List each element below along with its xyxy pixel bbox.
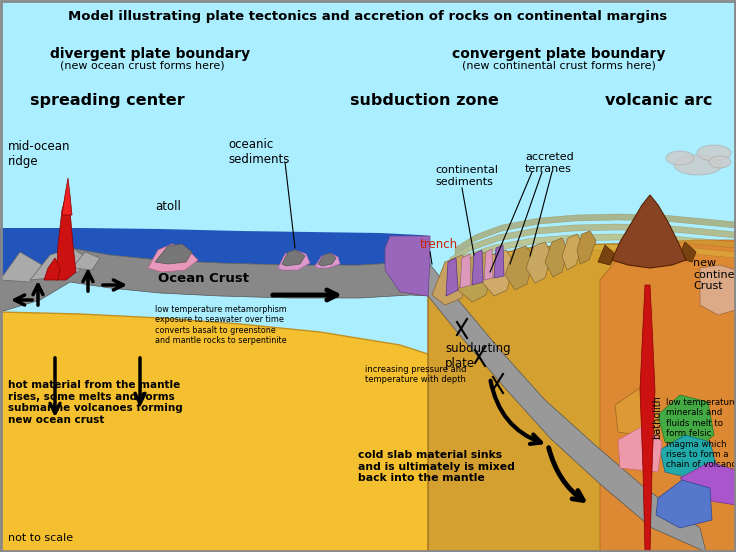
Polygon shape <box>600 240 736 552</box>
Ellipse shape <box>697 145 731 161</box>
Text: Model illustrating plate tectonics and accretion of rocks on continental margins: Model illustrating plate tectonics and a… <box>68 10 668 23</box>
Polygon shape <box>30 248 88 280</box>
Polygon shape <box>455 214 736 254</box>
Text: divergent plate boundary: divergent plate boundary <box>50 47 250 61</box>
Polygon shape <box>72 252 100 270</box>
Polygon shape <box>445 234 736 274</box>
Text: atoll: atoll <box>155 200 181 213</box>
Text: accreted
terranes: accreted terranes <box>525 152 574 173</box>
Polygon shape <box>526 242 552 283</box>
Polygon shape <box>0 312 736 552</box>
Text: new
continental
Crust: new continental Crust <box>693 258 736 291</box>
Polygon shape <box>318 253 336 266</box>
Polygon shape <box>458 252 494 302</box>
Text: trench: trench <box>420 238 458 251</box>
Polygon shape <box>450 224 736 264</box>
Polygon shape <box>505 246 534 290</box>
Polygon shape <box>460 254 471 288</box>
Text: cold slab material sinks
and is ultimately is mixed
back into the mantle: cold slab material sinks and is ultimate… <box>358 450 515 483</box>
Text: volcanic arc: volcanic arc <box>605 93 712 108</box>
Text: Ocean Crust: Ocean Crust <box>158 272 249 285</box>
Polygon shape <box>0 228 430 280</box>
Polygon shape <box>656 480 712 528</box>
Text: convergent plate boundary: convergent plate boundary <box>452 47 665 61</box>
Text: not to scale: not to scale <box>8 533 73 543</box>
Polygon shape <box>148 244 198 272</box>
Polygon shape <box>282 250 305 266</box>
Polygon shape <box>428 262 706 552</box>
Polygon shape <box>680 462 736 505</box>
Polygon shape <box>44 258 60 280</box>
Polygon shape <box>0 252 42 282</box>
Polygon shape <box>440 244 736 284</box>
Text: continental
sediments: continental sediments <box>435 165 498 187</box>
Polygon shape <box>700 265 736 315</box>
Polygon shape <box>56 195 76 280</box>
Text: low temperature
minerals and
fluids melt to
form felsic
magma which
rises to for: low temperature minerals and fluids melt… <box>666 398 736 469</box>
Polygon shape <box>615 388 660 438</box>
Text: subducting
plate: subducting plate <box>445 342 511 370</box>
Polygon shape <box>494 245 504 278</box>
Text: subduction zone: subduction zone <box>350 93 499 108</box>
Text: spreading center: spreading center <box>30 93 185 108</box>
Polygon shape <box>577 231 596 264</box>
Polygon shape <box>446 258 458 296</box>
Polygon shape <box>0 248 430 312</box>
Polygon shape <box>678 242 696 262</box>
Polygon shape <box>62 178 72 215</box>
Polygon shape <box>618 425 662 472</box>
Polygon shape <box>484 249 493 280</box>
Polygon shape <box>658 395 714 450</box>
Polygon shape <box>155 244 192 264</box>
Text: low temperature metamorphism
exposure to seawater over time
converts basalt to g: low temperature metamorphism exposure to… <box>155 305 287 345</box>
Polygon shape <box>660 435 718 480</box>
Text: increasing pressure and
temperature with depth: increasing pressure and temperature with… <box>365 365 467 384</box>
Polygon shape <box>482 250 514 296</box>
Polygon shape <box>598 245 616 265</box>
Ellipse shape <box>674 155 722 175</box>
Polygon shape <box>562 234 583 270</box>
Text: mid-ocean
ridge: mid-ocean ridge <box>8 140 71 168</box>
Polygon shape <box>278 250 310 270</box>
Polygon shape <box>432 255 470 305</box>
Ellipse shape <box>709 156 731 168</box>
Text: (new ocean crust forms here): (new ocean crust forms here) <box>60 60 224 70</box>
Polygon shape <box>385 236 430 296</box>
Polygon shape <box>612 195 686 268</box>
Polygon shape <box>428 244 736 552</box>
Ellipse shape <box>666 151 694 165</box>
Text: hot material from the mantle
rises, some melts and forms
submarine volcanoes for: hot material from the mantle rises, some… <box>8 380 183 425</box>
Text: oceanic
sediments: oceanic sediments <box>228 138 289 166</box>
Text: batholith: batholith <box>652 395 662 439</box>
Text: (new continental crust forms here): (new continental crust forms here) <box>462 60 656 70</box>
Polygon shape <box>472 250 483 285</box>
Polygon shape <box>315 253 340 268</box>
Polygon shape <box>545 238 568 277</box>
Polygon shape <box>640 285 655 552</box>
